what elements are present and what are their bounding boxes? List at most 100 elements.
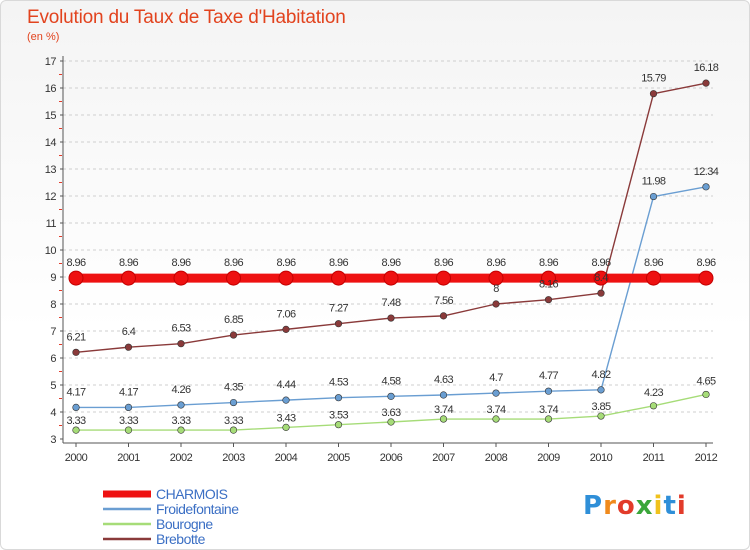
data-point bbox=[229, 426, 238, 434]
chart-subtitle: (en %) bbox=[27, 31, 60, 43]
data-label: 12.34 bbox=[694, 166, 719, 178]
logo-letter: x bbox=[635, 491, 654, 521]
data-label: 8.4 bbox=[594, 272, 608, 284]
data-point bbox=[229, 331, 238, 339]
data-label: 3.63 bbox=[381, 407, 400, 419]
data-label: 8.96 bbox=[434, 257, 453, 269]
data-label: 3.74 bbox=[539, 404, 558, 416]
x-tick-label: 2009 bbox=[537, 452, 560, 464]
data-label: 11.98 bbox=[642, 176, 666, 188]
data-point bbox=[278, 270, 294, 286]
data-label: 3.33 bbox=[171, 415, 190, 427]
data-point bbox=[387, 314, 395, 322]
data-label: 6.53 bbox=[171, 323, 190, 335]
data-label: 3.74 bbox=[434, 404, 453, 416]
data-label: 3.53 bbox=[329, 410, 348, 422]
y-tick-label: 12 bbox=[45, 191, 57, 203]
data-point bbox=[72, 426, 80, 434]
data-point bbox=[229, 398, 238, 407]
x-tick-label: 2000 bbox=[65, 452, 88, 464]
y-tick-label: 5 bbox=[50, 380, 56, 392]
x-tick-label: 2003 bbox=[222, 452, 245, 464]
data-label: 3.43 bbox=[276, 412, 295, 424]
x-tick-label: 2002 bbox=[170, 452, 193, 464]
data-label: 8.16 bbox=[539, 279, 558, 291]
legend-label: Bourogne bbox=[156, 516, 213, 532]
data-point bbox=[646, 270, 661, 286]
data-point bbox=[702, 79, 710, 87]
data-label: 3.33 bbox=[224, 415, 243, 427]
data-label: 4.23 bbox=[644, 387, 663, 399]
y-tick-label: 17 bbox=[45, 56, 57, 68]
y-tick-label: 8 bbox=[50, 299, 56, 311]
proxiti-logo: Proxiti bbox=[583, 491, 687, 521]
data-point bbox=[544, 387, 553, 395]
data-point bbox=[544, 415, 553, 423]
data-point bbox=[649, 90, 658, 98]
data-label: 7.48 bbox=[381, 297, 400, 309]
data-label: 4.65 bbox=[696, 375, 715, 387]
data-label: 7.56 bbox=[434, 295, 453, 307]
y-tick-label: 15 bbox=[45, 110, 57, 122]
data-label: 8.96 bbox=[539, 257, 558, 269]
data-point bbox=[387, 392, 395, 400]
y-tick-label: 4 bbox=[50, 407, 56, 419]
x-tick-label: 2004 bbox=[275, 452, 298, 464]
logo-letter: P bbox=[583, 491, 604, 521]
y-tick-label: 10 bbox=[45, 245, 57, 257]
y-tick-label: 3 bbox=[50, 434, 56, 446]
data-label: 8.96 bbox=[171, 257, 190, 269]
axes: 3 4 5 6 7 8 9 10 11 12 13 14 15 16 17 2000 2001 2002 2003 2… bbox=[45, 56, 718, 464]
data-label: 6.4 bbox=[122, 326, 136, 338]
series-line-brebotte bbox=[75, 82, 707, 354]
data-point bbox=[492, 415, 500, 423]
data-point bbox=[282, 325, 290, 333]
data-point bbox=[124, 403, 133, 412]
data-label: 3.74 bbox=[486, 404, 505, 416]
data-point bbox=[702, 390, 710, 399]
data-point bbox=[177, 340, 185, 348]
data-label: 4.17 bbox=[119, 386, 138, 398]
data-point bbox=[72, 403, 80, 412]
data-label: 8.96 bbox=[276, 257, 295, 269]
data-point bbox=[334, 320, 343, 328]
data-point bbox=[439, 312, 448, 320]
data-label: 8 bbox=[493, 283, 499, 295]
data-label: 4.35 bbox=[224, 382, 243, 394]
data-point bbox=[541, 270, 556, 286]
data-point bbox=[593, 270, 609, 286]
data-label: 3.85 bbox=[591, 401, 610, 413]
data-label: 8.96 bbox=[381, 257, 400, 269]
x-tick-label: 2011 bbox=[643, 452, 665, 464]
data-label: 4.82 bbox=[591, 369, 610, 381]
data-label: 4.44 bbox=[276, 379, 295, 391]
data-point bbox=[698, 270, 714, 286]
data-point bbox=[492, 300, 500, 308]
data-point bbox=[597, 289, 605, 297]
data-label: 8.96 bbox=[696, 257, 715, 269]
data-point bbox=[282, 396, 290, 404]
data-label: 6.85 bbox=[224, 314, 243, 326]
logo-letter: o bbox=[616, 491, 636, 521]
data-label: 4.7 bbox=[489, 372, 503, 384]
grid bbox=[63, 60, 713, 413]
y-tick-label: 6 bbox=[50, 353, 56, 365]
data-point bbox=[702, 183, 710, 191]
series-layer: 8.96 8.96 8.96 8.96 8.96 8.96 8.96 8.96 8.96 8.96… bbox=[66, 62, 719, 434]
data-point bbox=[331, 270, 346, 286]
x-tick-label: 2012 bbox=[695, 452, 718, 464]
data-label: 8.96 bbox=[224, 257, 243, 269]
x-tick-label: 2005 bbox=[327, 452, 350, 464]
data-point bbox=[544, 296, 553, 304]
data-point bbox=[387, 418, 395, 426]
data-label: 8.96 bbox=[66, 257, 85, 269]
data-label: 3.33 bbox=[66, 415, 85, 427]
data-point bbox=[488, 270, 504, 286]
y-tick-label: 7 bbox=[50, 326, 56, 338]
y-tick-label: 13 bbox=[45, 164, 57, 176]
legend-label: Froidefontaine bbox=[156, 501, 239, 517]
data-label: 4.58 bbox=[381, 375, 400, 387]
legend-label: CHARMOIS bbox=[156, 486, 228, 502]
chart-title: Evolution du Taux de Taxe d'Habitation bbox=[27, 7, 346, 28]
